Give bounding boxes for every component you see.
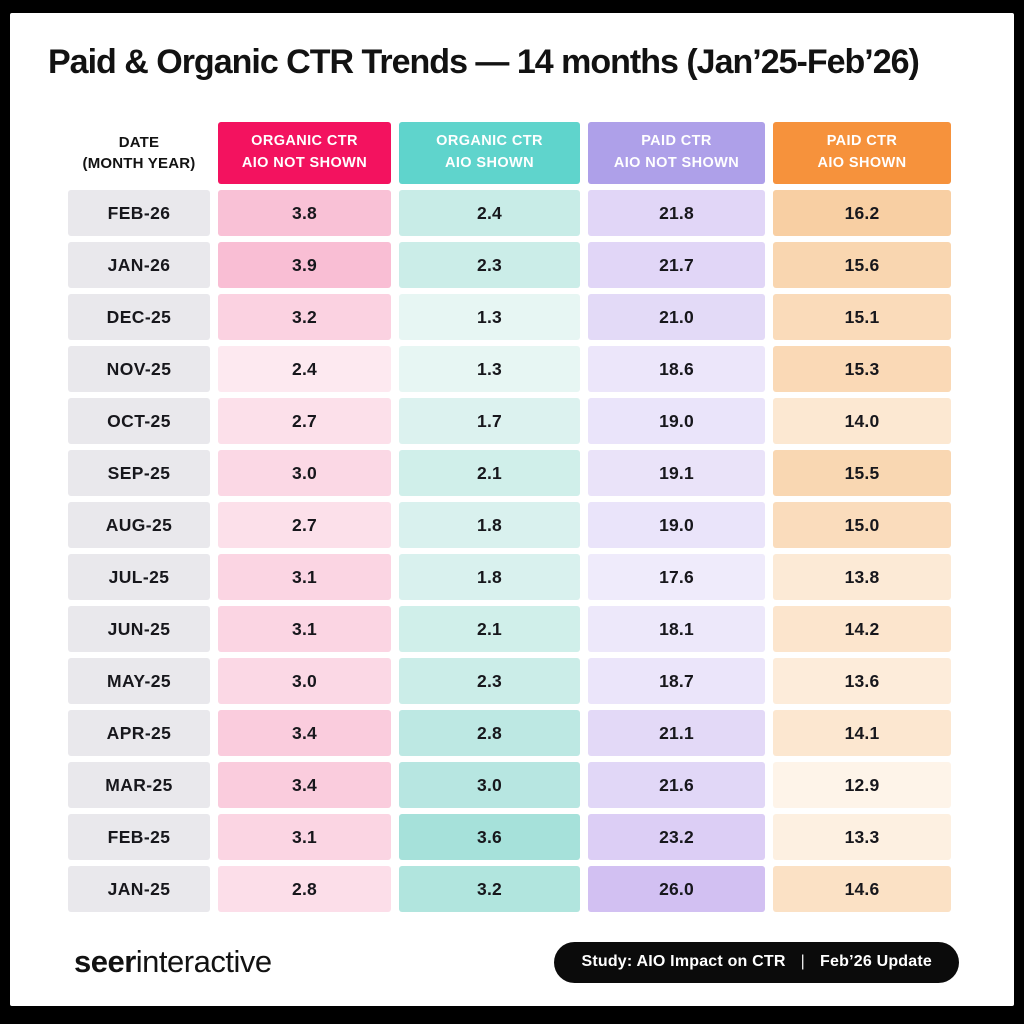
date-cell: NOV-25 xyxy=(68,346,210,392)
value-cell-organic-aio-shown: 3.0 xyxy=(399,762,580,808)
value-cell-paid-aio-not-shown: 18.7 xyxy=(588,658,765,704)
value-cell-organic-aio-not-shown: 3.0 xyxy=(218,450,391,496)
badge-study-label: Study: AIO Impact on CTR xyxy=(581,953,786,970)
value-cell-organic-aio-not-shown: 3.1 xyxy=(218,606,391,652)
date-cell: DEC-25 xyxy=(68,294,210,340)
badge-separator: | xyxy=(800,953,806,970)
value-cell-paid-aio-shown: 15.1 xyxy=(773,294,951,340)
seer-interactive-logo: seerinteractive xyxy=(74,944,272,980)
page-title: Paid & Organic CTR Trends — 14 months (J… xyxy=(48,43,920,81)
value-cell-paid-aio-not-shown: 21.6 xyxy=(588,762,765,808)
date-cell: JUL-25 xyxy=(68,554,210,600)
value-cell-paid-aio-shown: 14.6 xyxy=(773,866,951,912)
date-cell: FEB-25 xyxy=(68,814,210,860)
value-cell-organic-aio-not-shown: 3.4 xyxy=(218,710,391,756)
logo-text-interactive: interactive xyxy=(135,944,272,979)
date-cell: SEP-25 xyxy=(68,450,210,496)
value-cell-organic-aio-shown: 3.6 xyxy=(399,814,580,860)
value-cell-paid-aio-shown: 16.2 xyxy=(773,190,951,236)
value-cell-paid-aio-not-shown: 19.1 xyxy=(588,450,765,496)
value-cell-organic-aio-not-shown: 3.2 xyxy=(218,294,391,340)
value-cell-organic-aio-not-shown: 2.7 xyxy=(218,502,391,548)
badge-update-label: Feb’26 Update xyxy=(820,953,932,970)
value-cell-organic-aio-not-shown: 2.8 xyxy=(218,866,391,912)
value-cell-organic-aio-shown: 2.3 xyxy=(399,242,580,288)
value-cell-organic-aio-shown: 1.8 xyxy=(399,502,580,548)
ctr-table: DATE (MONTH YEAR) ORGANIC CTR AIO NOT SHOWN… xyxy=(68,122,951,912)
logo-text-seer: seer xyxy=(74,944,136,979)
date-cell: JUN-25 xyxy=(68,606,210,652)
value-cell-paid-aio-shown: 13.6 xyxy=(773,658,951,704)
column-header-paid-aio-not-shown: PAID CTR AIO NOT SHOWN xyxy=(588,122,765,184)
value-cell-paid-aio-shown: 14.1 xyxy=(773,710,951,756)
value-cell-paid-aio-not-shown: 18.1 xyxy=(588,606,765,652)
value-cell-organic-aio-shown: 1.3 xyxy=(399,346,580,392)
value-cell-paid-aio-not-shown: 26.0 xyxy=(588,866,765,912)
value-cell-organic-aio-shown: 3.2 xyxy=(399,866,580,912)
value-cell-organic-aio-not-shown: 3.0 xyxy=(218,658,391,704)
value-cell-paid-aio-shown: 15.6 xyxy=(773,242,951,288)
value-cell-paid-aio-not-shown: 17.6 xyxy=(588,554,765,600)
date-cell: FEB-26 xyxy=(68,190,210,236)
study-badge: Study: AIO Impact on CTR | Feb’26 Update xyxy=(554,941,959,983)
value-cell-organic-aio-not-shown: 3.4 xyxy=(218,762,391,808)
date-cell: OCT-25 xyxy=(68,398,210,444)
date-cell: APR-25 xyxy=(68,710,210,756)
infographic-card: Paid & Organic CTR Trends — 14 months (J… xyxy=(10,13,1014,1006)
value-cell-paid-aio-not-shown: 21.1 xyxy=(588,710,765,756)
date-cell: MAR-25 xyxy=(68,762,210,808)
value-cell-paid-aio-shown: 13.3 xyxy=(773,814,951,860)
value-cell-organic-aio-not-shown: 3.1 xyxy=(218,814,391,860)
value-cell-paid-aio-shown: 13.8 xyxy=(773,554,951,600)
value-cell-paid-aio-not-shown: 18.6 xyxy=(588,346,765,392)
value-cell-organic-aio-shown: 1.7 xyxy=(399,398,580,444)
value-cell-organic-aio-not-shown: 3.8 xyxy=(218,190,391,236)
date-cell: AUG-25 xyxy=(68,502,210,548)
value-cell-organic-aio-shown: 2.4 xyxy=(399,190,580,236)
value-cell-paid-aio-shown: 12.9 xyxy=(773,762,951,808)
value-cell-paid-aio-not-shown: 19.0 xyxy=(588,398,765,444)
value-cell-organic-aio-not-shown: 3.9 xyxy=(218,242,391,288)
column-header-paid-aio-shown: PAID CTR AIO SHOWN xyxy=(773,122,951,184)
value-cell-organic-aio-not-shown: 3.1 xyxy=(218,554,391,600)
value-cell-paid-aio-shown: 14.2 xyxy=(773,606,951,652)
value-cell-organic-aio-shown: 2.3 xyxy=(399,658,580,704)
value-cell-paid-aio-not-shown: 21.0 xyxy=(588,294,765,340)
date-cell: MAY-25 xyxy=(68,658,210,704)
value-cell-organic-aio-shown: 2.8 xyxy=(399,710,580,756)
value-cell-paid-aio-not-shown: 19.0 xyxy=(588,502,765,548)
value-cell-paid-aio-shown: 15.5 xyxy=(773,450,951,496)
date-column-header: DATE (MONTH YEAR) xyxy=(82,134,196,172)
value-cell-organic-aio-shown: 2.1 xyxy=(399,606,580,652)
date-cell: JAN-25 xyxy=(68,866,210,912)
value-cell-organic-aio-not-shown: 2.7 xyxy=(218,398,391,444)
value-cell-paid-aio-shown: 15.3 xyxy=(773,346,951,392)
column-header-organic-aio-shown: ORGANIC CTR AIO SHOWN xyxy=(399,122,580,184)
date-cell: JAN-26 xyxy=(68,242,210,288)
value-cell-organic-aio-shown: 1.3 xyxy=(399,294,580,340)
value-cell-organic-aio-shown: 2.1 xyxy=(399,450,580,496)
footer: seerinteractive Study: AIO Impact on CTR… xyxy=(68,938,959,986)
value-cell-paid-aio-shown: 14.0 xyxy=(773,398,951,444)
value-cell-paid-aio-shown: 15.0 xyxy=(773,502,951,548)
value-cell-paid-aio-not-shown: 23.2 xyxy=(588,814,765,860)
value-cell-organic-aio-not-shown: 2.4 xyxy=(218,346,391,392)
value-cell-paid-aio-not-shown: 21.7 xyxy=(588,242,765,288)
column-header-organic-aio-not-shown: ORGANIC CTR AIO NOT SHOWN xyxy=(218,122,391,184)
value-cell-paid-aio-not-shown: 21.8 xyxy=(588,190,765,236)
value-cell-organic-aio-shown: 1.8 xyxy=(399,554,580,600)
